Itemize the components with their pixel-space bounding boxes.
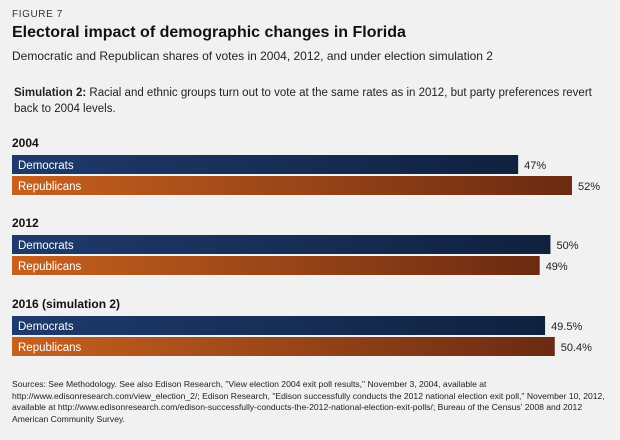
value-label-2012-republicans: 49% xyxy=(546,261,568,273)
value-label-2004-democrats: 47% xyxy=(524,160,546,172)
value-label-2004-republicans: 52% xyxy=(578,181,600,193)
value-label-2012-democrats: 50% xyxy=(556,240,578,252)
simulation-note-lead: Simulation 2: xyxy=(14,87,87,99)
simulation-note-text: Racial and ethnic groups turn out to vot… xyxy=(14,87,592,115)
chart-subtitle: Democratic and Republican shares of vote… xyxy=(12,49,493,63)
group-label-2004: 2004 xyxy=(12,136,39,150)
bar-label-2012-republicans: Republicans xyxy=(18,261,82,273)
group-label-2016-simulation-2: 2016 (simulation 2) xyxy=(12,297,120,311)
group-label-2012: 2012 xyxy=(12,216,39,230)
bar-2016-simulation-2-republicans xyxy=(12,337,555,356)
value-label-2016-simulation-2-democrats: 49.5% xyxy=(551,321,582,333)
bar-label-2004-democrats: Democrats xyxy=(18,160,74,172)
chart-title: Electoral impact of demographic changes … xyxy=(12,24,406,41)
bar-label-2012-democrats: Democrats xyxy=(18,240,74,252)
bar-2012-republicans xyxy=(12,256,540,275)
value-label-2016-simulation-2-republicans: 50.4% xyxy=(561,342,592,354)
figure-label: FIGURE 7 xyxy=(12,9,63,20)
sources-note: Sources: See Methodology. See also Ediso… xyxy=(12,379,605,424)
bar-2016-simulation-2-democrats xyxy=(12,316,546,335)
bar-2012-democrats xyxy=(12,235,551,254)
bar-label-2016-simulation-2-republicans: Republicans xyxy=(18,342,82,354)
simulation-note: Simulation 2: Racial and ethnic groups t… xyxy=(14,85,594,117)
bar-label-2016-simulation-2-democrats: Democrats xyxy=(18,321,74,333)
bar-2004-democrats xyxy=(12,155,519,174)
bar-2004-republicans xyxy=(12,176,572,195)
bar-label-2004-republicans: Republicans xyxy=(18,181,82,193)
